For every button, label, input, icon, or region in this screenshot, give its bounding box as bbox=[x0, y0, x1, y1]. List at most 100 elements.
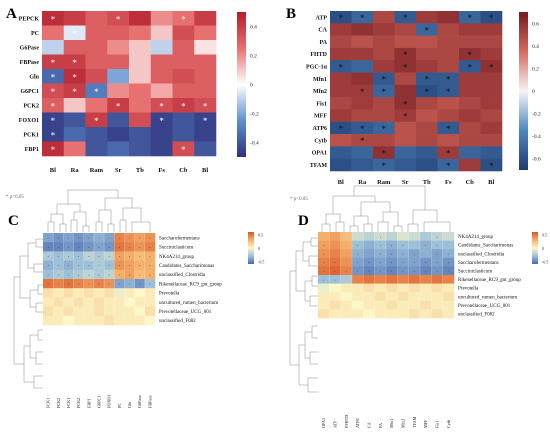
heatmap-cell bbox=[330, 121, 352, 135]
dendrogram-branch bbox=[393, 225, 403, 232]
heatmap-cell bbox=[386, 292, 398, 302]
significance-mark: . bbox=[58, 235, 60, 241]
heatmap-cell bbox=[394, 121, 417, 135]
heatmap-cell bbox=[172, 25, 195, 41]
significance-mark: . bbox=[108, 271, 110, 277]
column-label: CA bbox=[367, 422, 372, 428]
heatmap-cell bbox=[83, 297, 95, 307]
row-label: FOXO1 bbox=[19, 118, 39, 124]
significance-mark: . bbox=[436, 242, 438, 248]
heatmap-cell bbox=[373, 60, 395, 73]
heatmap-cell bbox=[194, 127, 217, 142]
heatmap-cell bbox=[104, 269, 115, 280]
heatmap-cell bbox=[144, 306, 156, 317]
dendrogram-branch bbox=[131, 221, 151, 232]
heatmap-cell bbox=[431, 309, 443, 319]
heatmap-cell bbox=[352, 283, 364, 293]
heatmap-cell bbox=[416, 47, 438, 61]
significance-mark: . bbox=[119, 281, 121, 287]
dendrogram-branch bbox=[67, 189, 119, 204]
significance-mark: . bbox=[139, 253, 141, 259]
significance-mark: * bbox=[94, 116, 99, 126]
significance-mark: . bbox=[346, 268, 348, 274]
heatmap-cell bbox=[329, 232, 341, 241]
significance-mark: * bbox=[468, 50, 473, 60]
heatmap-cell bbox=[107, 141, 130, 157]
dendrogram-branch bbox=[35, 351, 43, 365]
column-label: Ra bbox=[71, 167, 80, 174]
colorbar-tick-label: -0.2 bbox=[532, 112, 541, 118]
heatmap-cell bbox=[351, 158, 374, 172]
column-label: Ra bbox=[358, 179, 367, 186]
heatmap-cell bbox=[129, 54, 152, 70]
heatmap-cell bbox=[480, 11, 503, 24]
heatmap-cell bbox=[420, 266, 432, 276]
heatmap-cell bbox=[43, 315, 54, 326]
significance-mark: * bbox=[181, 145, 186, 155]
panel-c-footnote: * p<0.05 bbox=[6, 195, 24, 200]
heatmap-cell bbox=[329, 275, 341, 284]
dendrogram-branch bbox=[23, 345, 34, 383]
panel-letter-b: B bbox=[286, 6, 296, 22]
colorbar-tick-label: 0 bbox=[542, 246, 544, 251]
heatmap-cell bbox=[104, 242, 115, 252]
dendrogram-branch bbox=[35, 238, 43, 248]
heatmap-cell bbox=[394, 11, 417, 24]
heatmap-cell bbox=[134, 306, 146, 317]
significance-mark: * bbox=[51, 116, 56, 126]
significance-mark: . bbox=[425, 268, 427, 274]
heatmap-cell bbox=[442, 292, 455, 302]
heatmap-cell bbox=[437, 11, 460, 24]
dendrogram-branch bbox=[363, 223, 373, 232]
significance-mark: . bbox=[129, 281, 131, 287]
heatmap-cell bbox=[63, 279, 74, 289]
heatmap-cell bbox=[437, 146, 460, 159]
panel-d-footnote: * p<0.05 bbox=[290, 197, 308, 202]
heatmap-cell bbox=[134, 288, 146, 298]
heatmap-cell bbox=[172, 83, 195, 99]
heatmap-cell bbox=[431, 240, 443, 250]
heatmap-cell bbox=[42, 112, 65, 128]
heatmap-cell bbox=[43, 269, 54, 280]
dendrogram-branch bbox=[13, 276, 24, 365]
heatmap-cell bbox=[480, 97, 503, 110]
column-label: Ram bbox=[377, 179, 391, 186]
significance-mark: * bbox=[339, 62, 344, 72]
column-label: FCK1 bbox=[66, 398, 71, 408]
significance-mark: . bbox=[47, 235, 49, 241]
significance-mark: . bbox=[149, 235, 151, 241]
dendrogram-branch bbox=[19, 255, 30, 299]
heatmap-cell bbox=[85, 54, 108, 70]
heatmap-cell bbox=[397, 300, 409, 310]
column-label: PCK2 bbox=[76, 398, 81, 408]
heatmap-cell bbox=[85, 69, 108, 84]
column-label: G6PC1 bbox=[97, 396, 102, 408]
column-label: PCK2 bbox=[56, 398, 61, 408]
heatmap-cell bbox=[144, 242, 156, 252]
significance-mark: . bbox=[58, 271, 60, 277]
heatmap-cell bbox=[83, 288, 95, 298]
heatmap-cell bbox=[386, 283, 398, 293]
heatmap-cell bbox=[172, 54, 195, 70]
significance-mark: * bbox=[116, 101, 121, 111]
heatmap-cell bbox=[442, 266, 455, 276]
significance-mark: . bbox=[414, 259, 416, 265]
significance-mark: . bbox=[47, 262, 49, 268]
row-label: Prevotella bbox=[159, 292, 180, 297]
heatmap-cell bbox=[83, 233, 95, 243]
heatmap-cell bbox=[194, 25, 217, 41]
heatmap-cell bbox=[318, 283, 330, 293]
heatmap-cell bbox=[134, 279, 146, 289]
significance-mark: * bbox=[360, 124, 365, 134]
heatmap-cell bbox=[134, 269, 146, 280]
heatmap-cell bbox=[352, 300, 364, 310]
significance-mark: . bbox=[98, 244, 100, 250]
colorbar-tick-label: 0.5 bbox=[542, 233, 547, 238]
heatmap-cell bbox=[114, 279, 125, 289]
heatmap-cell bbox=[114, 260, 125, 271]
heatmap-cell bbox=[437, 47, 460, 61]
heatmap-cell bbox=[329, 292, 341, 302]
column-label: OPA1 bbox=[321, 418, 326, 428]
heatmap-cell bbox=[480, 84, 503, 98]
significance-mark: * bbox=[425, 87, 430, 97]
